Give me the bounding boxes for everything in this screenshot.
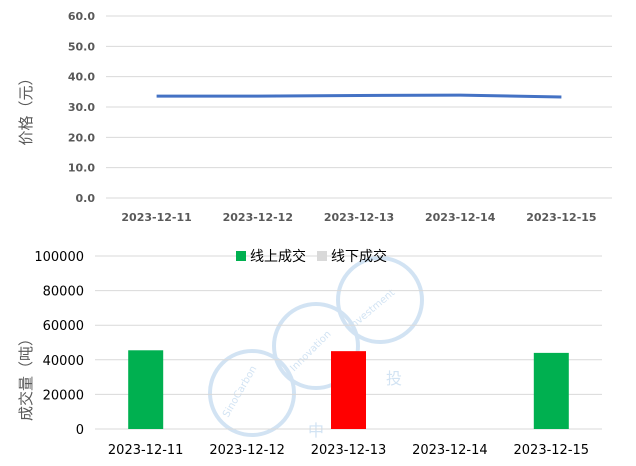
watermark-text-5: 投 — [386, 369, 402, 388]
volume-y-tick-label: 20000 — [43, 388, 84, 403]
volume-chart-bars — [128, 350, 569, 429]
volume-y-tick-label: 100000 — [34, 250, 84, 265]
price-x-tick-label: 2023-12-11 — [121, 211, 191, 224]
volume-y-tick-label: 60000 — [43, 319, 84, 334]
watermark-text-2: Innovation — [288, 329, 333, 374]
price-y-tick-label: 10.0 — [68, 162, 95, 175]
volume-bar — [533, 352, 569, 429]
volume-y-tick-label: 40000 — [43, 354, 84, 369]
watermark-circle-1 — [208, 349, 296, 437]
volume-y-tick-label: 80000 — [43, 285, 84, 300]
price-chart-grid — [106, 15, 612, 199]
volume-x-tick-label: 2023-12-11 — [108, 443, 184, 458]
price-chart-series — [156, 93, 562, 99]
price-y-tick-label: 50.0 — [68, 40, 95, 53]
price-x-tick-label: 2023-12-13 — [324, 211, 394, 224]
price-x-tick-label: 2023-12-14 — [425, 211, 496, 224]
legend-swatch-offline — [317, 251, 327, 261]
price-y-tick-label: 40.0 — [68, 71, 95, 84]
legend-swatch-online — [236, 251, 246, 261]
volume-legend: 线上成交 线下成交 — [236, 248, 387, 265]
volume-y-tick-label: 0 — [76, 423, 84, 438]
price-x-tick-label: 2023-12-15 — [526, 211, 596, 224]
watermark-circle-2 — [272, 302, 360, 390]
legend-label-online: 线上成交 — [250, 248, 306, 265]
volume-x-tick-label: 2023-12-13 — [311, 443, 387, 458]
volume-y-axis-label: 成交量（吨） — [17, 331, 35, 421]
volume-bar — [128, 350, 164, 429]
volume-x-tick-label: 2023-12-12 — [209, 443, 285, 458]
price-y-tick-label: 0.0 — [76, 192, 96, 205]
price-y-tick-label: 20.0 — [68, 131, 95, 144]
price-y-tick-label: 30.0 — [68, 101, 95, 114]
price-y-tick-label: 60.0 — [68, 10, 95, 23]
legend-label-offline: 线下成交 — [331, 248, 387, 265]
volume-chart-y-ticks: 0 20000 40000 60000 80000 100000 — [34, 250, 84, 438]
price-x-tick-label: 2023-12-12 — [223, 211, 293, 224]
price-y-axis-label: 价格（元） — [17, 70, 35, 145]
volume-x-tick-label: 2023-12-15 — [514, 443, 590, 458]
price-chart-x-ticks: 2023-12-11 2023-12-12 2023-12-13 2023-12-14… — [121, 211, 596, 224]
watermark-text-1: SinoCarbon — [221, 364, 259, 419]
volume-x-tick-label: 2023-12-14 — [412, 443, 488, 458]
volume-bar — [331, 351, 366, 429]
watermark-circle-3 — [336, 256, 424, 344]
volume-chart-x-ticks: 2023-12-11 2023-12-12 2023-12-13 2023-12-14… — [108, 443, 589, 458]
watermark-text-4: 中 — [308, 421, 324, 440]
price-chart-y-ticks: 0.0 10.0 20.0 30.0 40.0 50.0 60.0 — [68, 10, 95, 205]
watermark-logo: SinoCarbon Innovation Investment 中 投 — [208, 256, 424, 440]
